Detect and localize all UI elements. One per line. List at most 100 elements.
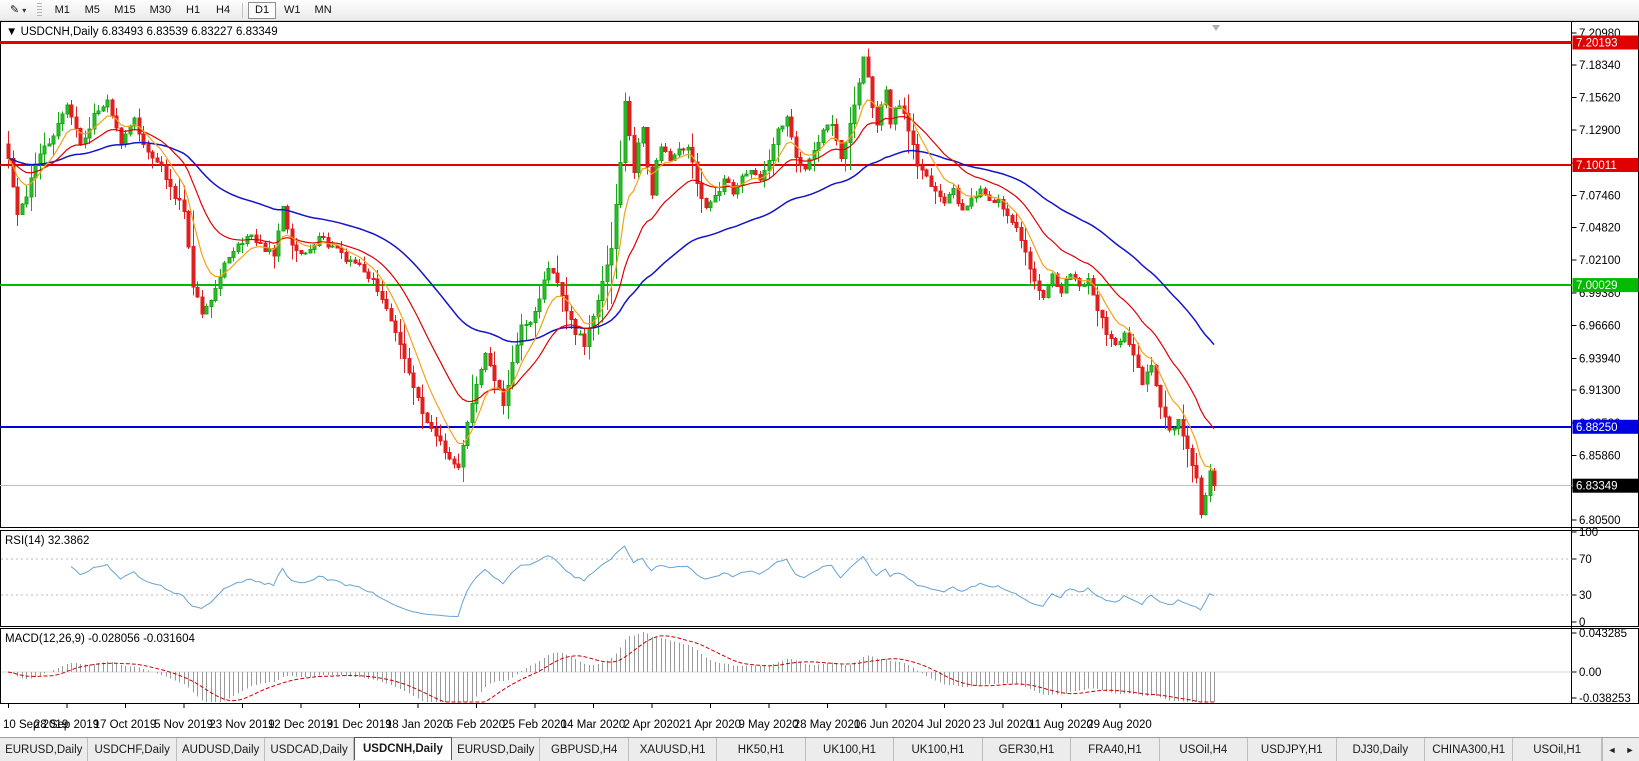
chart-tab-usdcnh-daily-4[interactable]: USDCNH,Daily [353, 737, 453, 760]
chevron-down-icon: ▾ [22, 5, 27, 15]
chart-tab-usdjpy-h1-14[interactable]: USDJPY,H1 [1248, 738, 1337, 761]
toolbar-separator [242, 2, 244, 18]
chart-tab-ger30-h1-11[interactable]: GER30,H1 [983, 738, 1072, 761]
chart-area[interactable]: ▼ USDCNH,Daily 6.83493 6.83539 6.83227 6… [0, 21, 1639, 737]
chart-tab-usdchf-daily-1[interactable]: USDCHF,Daily [88, 738, 177, 761]
price-tick-label: 6.91300 [1579, 385, 1621, 397]
draw-tool-icon: ✎ [10, 3, 20, 16]
level-7.00029-box-label: 7.00029 [1576, 280, 1618, 292]
date-label: 25 Feb 2020 [502, 719, 567, 731]
date-label: 11 Aug 2020 [1029, 719, 1093, 731]
date-label: 16 Jun 2020 [854, 719, 917, 731]
timeframe-button-mn[interactable]: MN [309, 2, 338, 19]
timeframe-button-group: M1 M5 M15 M30 H1 H4 D1 W1 MN [47, 1, 338, 19]
rsi-panel[interactable] [0, 530, 1639, 627]
level-7.20193-box-label: 7.20193 [1576, 37, 1618, 49]
timeframe-button-m30[interactable]: M30 [144, 2, 177, 19]
scroll-right-icon[interactable]: ► [1625, 744, 1635, 755]
timeframe-button-d1[interactable]: D1 [248, 1, 277, 19]
timeframe-button-h4[interactable]: H4 [209, 2, 237, 19]
current-price-box [1572, 478, 1639, 493]
top-toolbar: ✎ ▾ M1 M5 M15 M30 H1 H4 D1 W1 MN [0, 0, 1639, 21]
price-tick-label: 6.85860 [1579, 451, 1621, 463]
price-tick-label: 7.04820 [1579, 222, 1621, 234]
price-tick-label: 7.12900 [1579, 125, 1621, 137]
date-label: 2 Apr 2020 [624, 719, 680, 731]
date-label: 18 Jan 2020 [386, 719, 449, 731]
date-label: 17 Oct 2019 [94, 719, 157, 731]
macd-tick-label: -0.038253 [1579, 693, 1631, 705]
ma-slow-blue-line [7, 141, 1215, 346]
rsi-tick-label: 70 [1579, 554, 1592, 566]
rsi-line [70, 545, 1215, 618]
toolbar-grip[interactable] [37, 3, 43, 17]
macd-tick-label: 0.043285 [1579, 628, 1627, 640]
chart-tab-usdcad-daily-3[interactable]: USDCAD,Daily [265, 738, 354, 761]
date-label: 4 Jul 2020 [917, 719, 970, 731]
macd-panel[interactable] [0, 628, 1639, 704]
date-label: 28 Sep 2019 [34, 719, 99, 731]
price-tick-label: 7.07460 [1579, 191, 1621, 203]
macd-histogram [13, 632, 1215, 702]
chart-tab-china300-h1-16[interactable]: CHINA300,H1 [1425, 738, 1514, 761]
rsi-tick-label: 30 [1579, 590, 1592, 602]
chart-tab-dj30-daily-15[interactable]: DJ30,Daily [1337, 738, 1425, 761]
price-tick-label: 7.18340 [1579, 60, 1621, 72]
date-label: 9 May 2020 [738, 719, 798, 731]
timeframe-button-h1[interactable]: H1 [179, 2, 207, 19]
current-price-box-label: 6.83349 [1576, 481, 1618, 493]
chart-tab-xauusd-h1-7[interactable]: XAUUSD,H1 [629, 738, 718, 761]
chart-tab-uk100-h1-9[interactable]: UK100,H1 [806, 738, 895, 761]
chart-tab-usoil-h4-13[interactable]: USOil,H4 [1160, 738, 1249, 761]
date-label: 31 Dec 2019 [326, 719, 391, 731]
price-tick-label: 6.93940 [1579, 353, 1621, 365]
timeframe-button-w1[interactable]: W1 [278, 2, 307, 19]
price-tick-label: 7.02100 [1579, 255, 1621, 267]
chart-title: ▼ USDCNH,Daily 6.83493 6.83539 6.83227 6… [6, 26, 278, 38]
chart-tab-eurusd-daily-0[interactable]: EURUSD,Daily [0, 738, 89, 761]
chart-tab-audusd-daily-2[interactable]: AUDUSD,Daily [177, 738, 266, 761]
date-label: 29 Aug 2020 [1087, 719, 1152, 731]
date-label: 10 Sep 2019 [3, 719, 68, 731]
chart-tab-usoil-h1-17[interactable]: USOil,H1 [1513, 738, 1602, 761]
date-label: 12 Dec 2019 [268, 719, 333, 731]
chart-tab-eurusd-daily-5[interactable]: EURUSD,Daily [452, 738, 541, 761]
price-tick-label: 7.15620 [1579, 92, 1621, 104]
timeframe-button-m5[interactable]: M5 [78, 2, 106, 19]
timeframe-button-m15[interactable]: M15 [108, 2, 141, 19]
level-6.88250-box-label: 6.88250 [1576, 422, 1618, 434]
ma-fast-orange-line [7, 99, 1215, 472]
tab-scroll-buttons: ◄ ► [1601, 738, 1639, 761]
main-price-panel[interactable] [0, 21, 1639, 528]
macd-indicator-label: MACD(12,26,9) -0.028056 -0.031604 [5, 633, 195, 645]
macd-tick-label: 0.00 [1579, 667, 1601, 679]
rsi-tick-label: 100 [1579, 527, 1598, 539]
date-label: 21 Apr 2020 [679, 719, 741, 731]
rsi-tick-label: 0 [1579, 617, 1585, 629]
chart-tab-uk100-h1-10[interactable]: UK100,H1 [894, 738, 983, 761]
date-label: 28 May 2020 [794, 719, 861, 731]
date-label: 6 Feb 2020 [447, 719, 505, 731]
price-tick-label: 6.80500 [1579, 515, 1621, 527]
chart-tab-fra40-h1-12[interactable]: FRA40,H1 [1071, 738, 1160, 761]
chart-tab-bar: EURUSD,Daily USDCHF,Daily AUDUSD,Daily USDC… [0, 737, 1639, 761]
level-7.00029-box [1572, 278, 1639, 293]
chart-tab-hk50-h1-8[interactable]: HK50,H1 [717, 738, 806, 761]
level-6.88250-box [1572, 419, 1639, 434]
price-tick-label: 6.96660 [1579, 321, 1621, 333]
cursor-tool-button[interactable]: ✎ ▾ [5, 2, 31, 19]
chart-tab-gbpusd-h4-6[interactable]: GBPUSD,H4 [540, 738, 629, 761]
level-7.20193-box [1572, 35, 1639, 50]
level-7.10011-box-label: 7.10011 [1576, 160, 1617, 172]
ma-medium-red-line [7, 115, 1215, 430]
scroll-left-icon[interactable]: ◄ [1607, 744, 1617, 755]
rsi-indicator-label: RSI(14) 32.3862 [5, 535, 89, 547]
date-label: 14 Mar 2020 [561, 719, 626, 731]
timeframe-button-m1[interactable]: M1 [48, 2, 76, 19]
date-label: 5 Nov 2019 [154, 719, 213, 731]
chart-shift-marker-icon[interactable] [1212, 25, 1220, 31]
level-7.10011-box [1572, 158, 1639, 172]
date-label: 23 Jul 2020 [973, 719, 1032, 731]
date-label: 23 Nov 2019 [209, 719, 274, 731]
